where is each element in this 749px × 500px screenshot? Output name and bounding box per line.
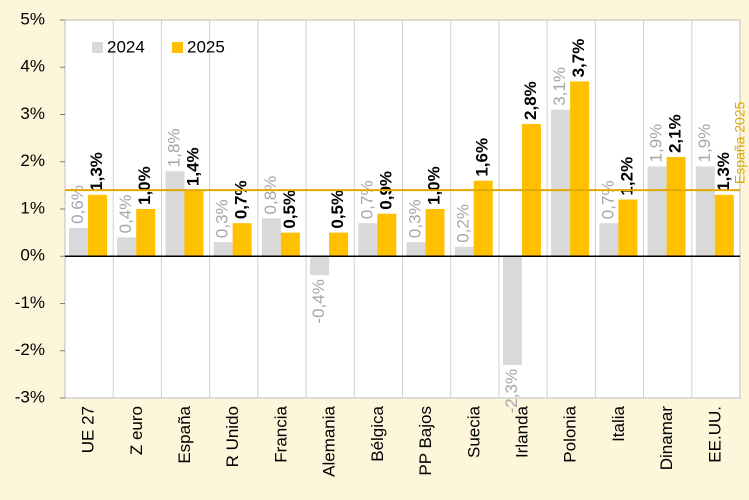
legend-label: 2025: [187, 37, 225, 56]
x-tick-label: Alemania: [320, 405, 339, 476]
bar: [454, 246, 474, 257]
value-label: 1,3%: [87, 152, 106, 191]
bar: [425, 209, 445, 257]
x-tick-label: Z euro: [127, 406, 146, 455]
value-label: 0,3%: [213, 199, 232, 238]
bar: [599, 223, 619, 257]
value-label: 1,3%: [714, 152, 733, 191]
value-label: 0,7%: [357, 180, 376, 219]
bar: [232, 223, 252, 257]
x-tick-label: Irlanda: [513, 405, 532, 458]
bar: [165, 171, 185, 257]
bar: [184, 190, 204, 257]
value-label: -0,4%: [309, 279, 328, 323]
bar: [406, 242, 426, 257]
y-tick-label: -3%: [15, 387, 45, 406]
value-label: 1,4%: [183, 147, 202, 186]
value-label: 0,5%: [280, 190, 299, 229]
y-tick-label: 0%: [20, 246, 45, 265]
value-label: 3,1%: [550, 67, 569, 106]
bar: [377, 213, 397, 257]
value-label: 1,0%: [424, 166, 443, 205]
value-label: 1,2%: [617, 157, 636, 196]
value-label: 0,4%: [116, 195, 135, 234]
x-tick-label: Francia: [271, 405, 290, 462]
x-tick-label: España: [175, 405, 194, 463]
x-tick-label: Dinamar: [657, 406, 676, 471]
value-label: 1,9%: [695, 124, 714, 163]
bar: [117, 237, 137, 257]
bar: [358, 223, 378, 257]
y-tick-label: 5%: [20, 9, 45, 28]
x-tick-label: Italia: [609, 405, 628, 441]
bar: [261, 218, 281, 257]
value-label: 0,7%: [598, 180, 617, 219]
value-label: 0,8%: [261, 176, 280, 215]
bar: [570, 81, 590, 257]
value-label: 0,5%: [328, 190, 347, 229]
bar: [695, 166, 715, 257]
x-tick-label: EE.UU.: [705, 406, 724, 463]
x-tick-label: R Unido: [223, 406, 242, 467]
y-tick-label: 4%: [20, 57, 45, 76]
bar: [69, 227, 88, 257]
x-tick-label: PP Bajos: [416, 406, 435, 476]
y-tick-label: 1%: [20, 198, 45, 217]
value-label: 3,7%: [569, 39, 588, 78]
bar: [136, 209, 156, 257]
legend-swatch: [92, 42, 103, 53]
value-label: 0,6%: [68, 185, 87, 224]
legend-label: 2024: [107, 37, 145, 56]
bar: [647, 166, 667, 257]
value-label: 0,3%: [405, 199, 424, 238]
y-tick-label: 3%: [20, 104, 45, 123]
bar: [502, 256, 522, 365]
value-label: -2,3%: [502, 369, 521, 413]
legend-swatch: [172, 42, 183, 53]
bar: [213, 242, 233, 257]
bar: [88, 194, 107, 257]
y-tick-label: 2%: [20, 151, 45, 170]
bar: [551, 109, 571, 257]
x-tick-label: UE 27: [79, 406, 98, 453]
value-label: 1,8%: [164, 128, 183, 167]
value-label: 2,1%: [666, 114, 685, 153]
x-tick-label: Suecia: [464, 405, 483, 458]
value-label: 1,0%: [135, 166, 154, 205]
bar: [714, 194, 734, 257]
x-tick-label: Bélgica: [368, 405, 387, 461]
value-label: 1,6%: [473, 138, 492, 177]
value-label: 1,9%: [647, 124, 666, 163]
y-tick-label: -1%: [15, 293, 45, 312]
value-label: 0,7%: [232, 180, 251, 219]
bar: [329, 232, 349, 257]
bar: [310, 256, 330, 276]
y-tick-label: -2%: [15, 340, 45, 359]
x-tick-label: Polonia: [561, 405, 580, 462]
bar: [280, 232, 300, 257]
value-label: 2,8%: [521, 81, 540, 120]
bar: [666, 157, 686, 257]
value-label: 0,2%: [454, 204, 473, 243]
bar: [473, 180, 493, 257]
bar: [618, 199, 638, 257]
reference-label: España 2025: [732, 101, 748, 184]
